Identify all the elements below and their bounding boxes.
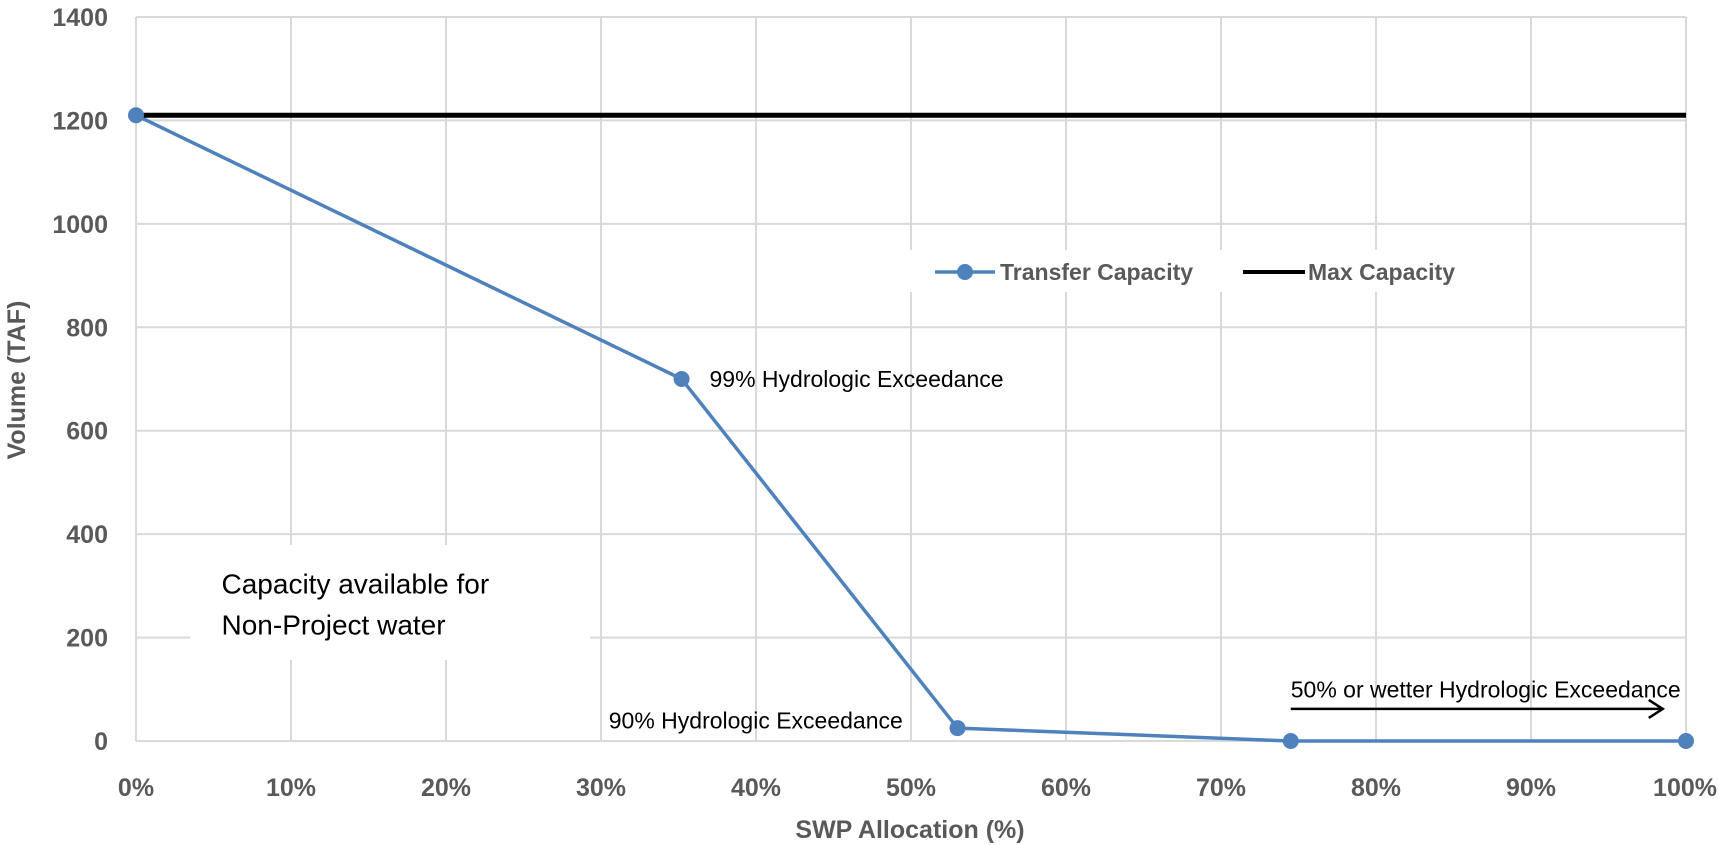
y-tick-label: 1200 [52, 107, 108, 135]
x-tick-label: 60% [1041, 774, 1091, 802]
gridlines [135, 16, 1687, 742]
series-markers [128, 107, 1694, 749]
legend-label-transfer-capacity: Transfer Capacity [1000, 259, 1193, 285]
x-tick-label: 30% [576, 774, 626, 802]
y-tick-label: 1000 [52, 211, 108, 239]
annotation-box-capacity [190, 545, 590, 660]
y-tick-labels: 0 200 400 600 800 1000 1200 1400 [52, 4, 108, 756]
annotation-text: Non-Project water [222, 610, 446, 641]
x-tick-label: 50% [886, 774, 936, 802]
data-point-transfer-capacity [128, 107, 144, 124]
x-tick-labels: 0% 10% 20% 30% 40% 50% 60% 70% 80% 90% 100% [118, 774, 1717, 802]
data-point-transfer-capacity [949, 720, 966, 737]
annotation-text: Capacity available for [222, 568, 490, 599]
legend-background [905, 250, 1480, 292]
y-tick-label: 600 [66, 418, 108, 446]
legend-marker-transfer-capacity [957, 264, 973, 280]
x-tick-label: 20% [421, 774, 471, 802]
y-axis-title: Volume (TAF) [3, 301, 31, 460]
x-tick-label: 10% [266, 774, 316, 802]
annotation-text: 99% Hydrologic Exceedance [710, 366, 1004, 392]
y-tick-label: 1400 [52, 4, 108, 32]
data-point-transfer-capacity [673, 371, 690, 387]
annotation-text: 90% Hydrologic Exceedance [609, 707, 903, 733]
x-tick-label: 80% [1351, 774, 1401, 802]
x-tick-label: 40% [731, 774, 781, 802]
x-tick-label: 100% [1653, 774, 1717, 802]
annotation-backgrounds [190, 545, 590, 660]
annotations: 99% Hydrologic Exceedance 90% Hydrologic … [222, 366, 1681, 733]
y-tick-label: 400 [66, 521, 108, 549]
y-tick-label: 0 [94, 728, 108, 756]
x-tick-label: 70% [1196, 774, 1246, 802]
legend: Transfer Capacity Max Capacity [905, 250, 1480, 292]
x-axis-title: SWP Allocation (%) [795, 816, 1024, 844]
legend-label-max-capacity: Max Capacity [1308, 259, 1455, 285]
y-tick-label: 800 [66, 314, 108, 342]
x-tick-label: 90% [1506, 774, 1556, 802]
y-tick-label: 200 [66, 625, 108, 653]
data-point-transfer-capacity [1282, 733, 1299, 749]
exceedance-arrow-head [1648, 698, 1666, 719]
annotation-text: 50% or wetter Hydrologic Exceedance [1291, 676, 1681, 702]
x-tick-label: 0% [118, 774, 154, 802]
data-point-transfer-capacity [1678, 733, 1694, 749]
